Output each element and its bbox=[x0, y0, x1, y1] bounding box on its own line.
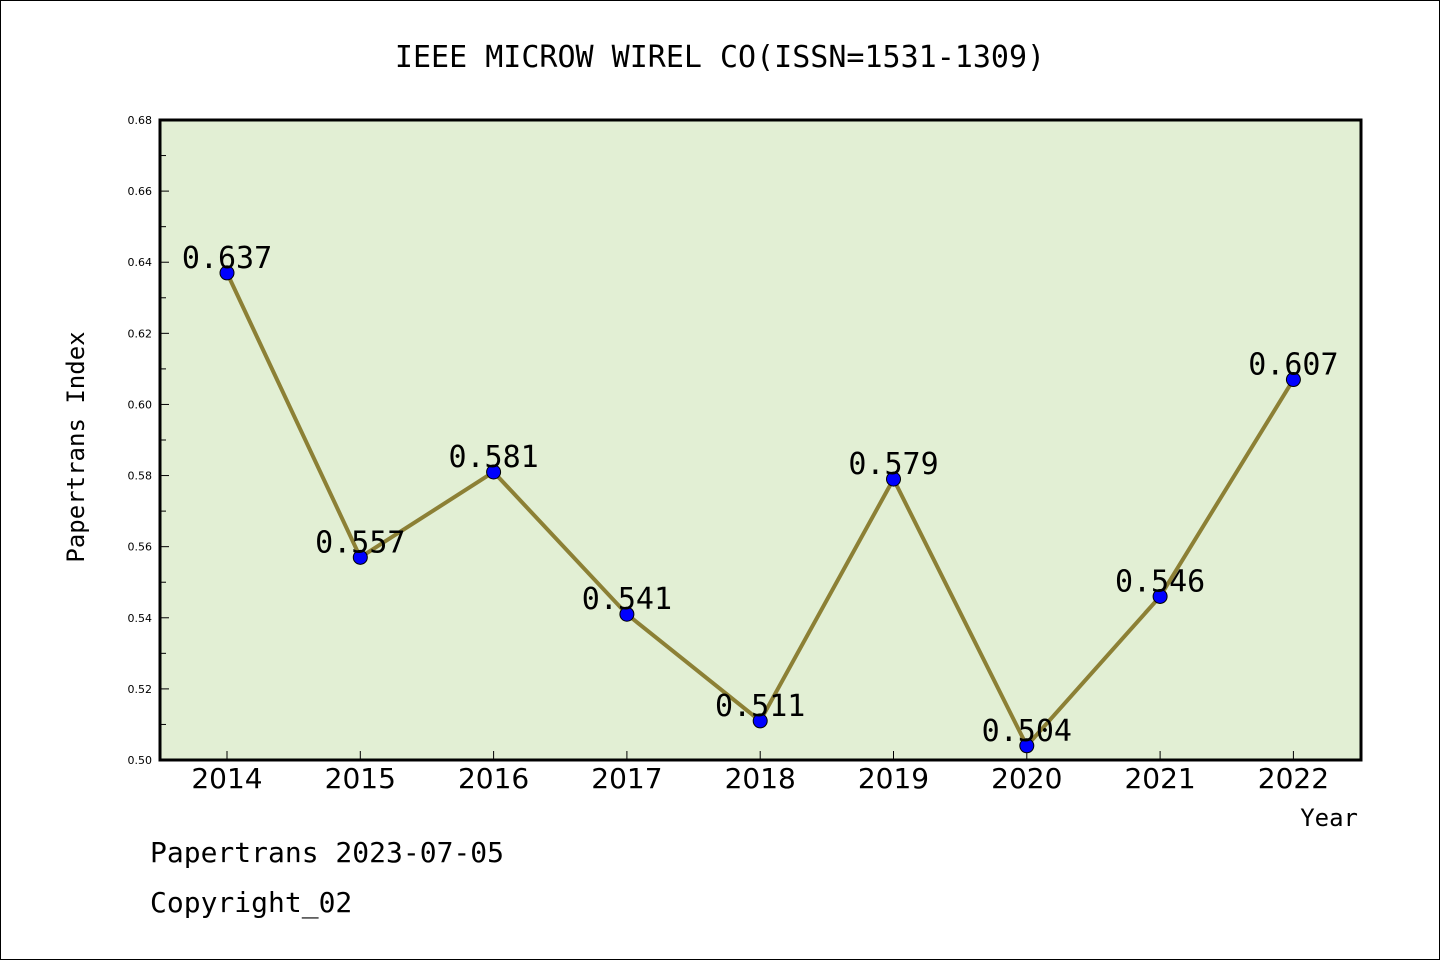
data-label: 0.546 bbox=[1115, 564, 1205, 599]
data-point bbox=[219, 265, 235, 281]
y-tick-label: 0.50 bbox=[128, 754, 153, 767]
x-tick-label: 2016 bbox=[458, 762, 529, 795]
y-tick-label: 0.56 bbox=[128, 541, 153, 554]
data-labels: 0.637 0.557 0.581 0.541 0.511 0.579 0.504 0.546… bbox=[182, 241, 1339, 749]
footer-date: Papertrans 2023-07-05 bbox=[150, 836, 505, 869]
data-label: 0.579 bbox=[848, 447, 938, 482]
y-tick-label: 0.60 bbox=[128, 398, 153, 411]
data-label: 0.541 bbox=[582, 582, 672, 617]
data-point bbox=[486, 464, 502, 480]
data-point bbox=[1285, 372, 1301, 388]
footer-copyright: Copyright_02 bbox=[150, 886, 353, 919]
chart-title: IEEE MICROW WIREL CO(ISSN=1531-1309) bbox=[395, 40, 1045, 75]
y-tick-label: 0.66 bbox=[128, 185, 153, 198]
data-label: 0.607 bbox=[1248, 348, 1338, 383]
x-tick-label: 2022 bbox=[1258, 762, 1329, 795]
data-label: 0.637 bbox=[182, 241, 272, 276]
plot-border bbox=[158, 118, 1363, 762]
x-axis-label: Year bbox=[1300, 804, 1358, 832]
x-axis: 2014 2015 2016 2017 2018 2019 2020 2021 2022 bbox=[191, 751, 1329, 795]
y-tick-label: 0.52 bbox=[128, 683, 153, 696]
data-label: 0.581 bbox=[448, 440, 538, 475]
y-tick-label: 0.64 bbox=[128, 256, 153, 269]
x-tick-label: 2015 bbox=[325, 762, 396, 795]
data-point bbox=[619, 606, 635, 622]
x-tick-label: 2020 bbox=[991, 762, 1062, 795]
plot-area bbox=[160, 120, 1361, 760]
x-tick-label: 2018 bbox=[725, 762, 796, 795]
data-label: 0.557 bbox=[315, 525, 405, 560]
x-tick-label: 2021 bbox=[1124, 762, 1195, 795]
data-point bbox=[1019, 738, 1035, 754]
data-point bbox=[1152, 588, 1168, 604]
x-tick-label: 2014 bbox=[191, 762, 262, 795]
data-label: 0.504 bbox=[982, 714, 1072, 749]
x-tick-label: 2017 bbox=[591, 762, 662, 795]
data-point bbox=[352, 549, 368, 565]
y-tick-label: 0.54 bbox=[128, 612, 153, 625]
y-tick-label: 0.58 bbox=[128, 470, 153, 483]
data-point bbox=[886, 471, 901, 487]
data-point bbox=[752, 713, 768, 729]
y-tick-label: 0.62 bbox=[128, 327, 153, 340]
data-label: 0.511 bbox=[715, 689, 805, 724]
y-tick-label: 0.68 bbox=[128, 114, 153, 127]
y-axis-label: Papertrans Index bbox=[62, 331, 90, 562]
series-markers bbox=[219, 265, 1301, 754]
x-tick-label: 2019 bbox=[858, 762, 929, 795]
